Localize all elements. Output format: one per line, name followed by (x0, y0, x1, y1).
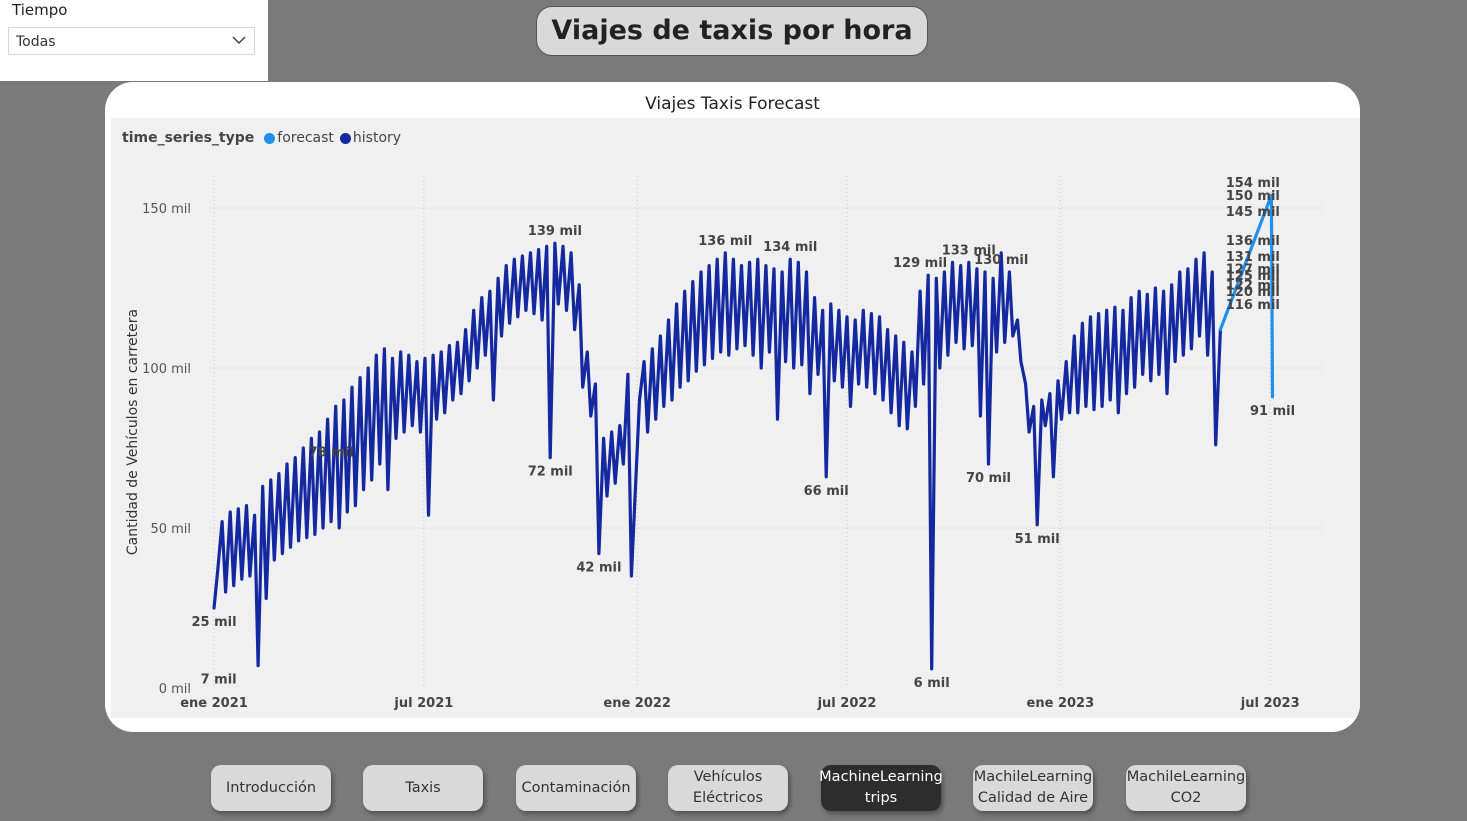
chart-legend: time_series_type forecast history (122, 130, 401, 146)
chevron-down-icon (232, 36, 246, 45)
y-tick-label: 0 mil (159, 682, 191, 697)
nav-button-6[interactable]: MachileLearning Calidad de Aire (973, 765, 1093, 811)
x-tick-label: ene 2022 (603, 696, 671, 711)
data-label: 120 mil (1226, 285, 1280, 300)
time-slicer: Tiempo Todas (0, 0, 268, 81)
data-label: 72 mil (528, 465, 573, 480)
chart-title: Viajes Taxis Forecast (645, 94, 820, 114)
data-label: 136 mil (698, 234, 752, 249)
plot-background (111, 118, 1360, 718)
legend-dot-forecast (264, 132, 276, 144)
time-dropdown[interactable]: Todas (8, 27, 255, 55)
nav-button-3[interactable]: Contaminación (516, 765, 636, 811)
data-label: 51 mil (1015, 532, 1060, 547)
chart-card: Viajes Taxis Forecast time_series_type f… (105, 82, 1360, 732)
nav-button-7[interactable]: MachileLearning CO2 (1126, 765, 1246, 811)
legend-dot-history (339, 132, 351, 144)
data-label: 6 mil (914, 676, 950, 691)
nav-button-2[interactable]: Taxis (363, 765, 483, 811)
data-label: 70 mil (966, 471, 1011, 486)
data-label: 7 mil (201, 673, 237, 688)
data-label: 136 mil (1226, 234, 1280, 249)
nav-button-5[interactable]: MachineLearning trips (819, 765, 943, 811)
x-tick-label: ene 2021 (180, 696, 248, 711)
data-label: 78 mil (309, 445, 354, 460)
data-label: 116 mil (1226, 298, 1280, 313)
legend-label-forecast: forecast (277, 130, 334, 146)
data-label: 42 mil (576, 561, 621, 576)
x-tick-label: ene 2023 (1027, 696, 1095, 711)
series-line-forecast (1218, 193, 1275, 399)
line-chart: ene 2021 jul 2021 ene 2022 jul 2022 ene 2023… (125, 176, 1325, 711)
nav-button-4[interactable]: Vehículos Eléctricos (668, 765, 788, 811)
slicer-label: Tiempo (12, 1, 68, 19)
data-label: 133 mil (942, 243, 996, 258)
legend-item-history[interactable]: history (339, 130, 402, 146)
data-label: 122 mil (1226, 279, 1280, 294)
series-line-history (212, 241, 1222, 671)
data-label: 145 mil (1226, 205, 1280, 220)
page-title: Viajes de taxis por hora (536, 6, 928, 56)
y-tick-label: 50 mil (150, 522, 191, 537)
data-label: 91 mil (1250, 404, 1295, 419)
legend-item-forecast[interactable]: forecast (264, 130, 334, 146)
y-axis-title: Cantidad de Vehículos en carretera (125, 309, 141, 555)
data-label: 139 mil (528, 224, 582, 239)
data-label: 129 mil (893, 256, 947, 271)
data-label: 150 mil (1226, 189, 1280, 204)
data-label: 134 mil (763, 240, 817, 255)
y-tick-label: 150 mil (142, 202, 191, 217)
y-tick-label: 100 mil (142, 362, 191, 377)
data-label: 25 mil (191, 615, 236, 630)
data-label: 127 mil (1226, 263, 1280, 278)
data-label: 154 mil (1226, 176, 1280, 191)
data-label: 66 mil (804, 484, 849, 499)
legend-label-history: history (352, 130, 402, 146)
data-label: 131 mil (1226, 250, 1280, 265)
data-label: 130 mil (974, 253, 1028, 268)
nav-button-1[interactable]: Introducción (211, 765, 331, 811)
legend-title: time_series_type (122, 130, 255, 146)
x-tick-label: jul 2022 (817, 696, 877, 711)
x-tick-label: jul 2023 (1240, 696, 1300, 711)
dropdown-value: Todas (16, 34, 56, 50)
data-label: 125 mil (1226, 269, 1280, 284)
x-tick-label: jul 2021 (393, 696, 453, 711)
